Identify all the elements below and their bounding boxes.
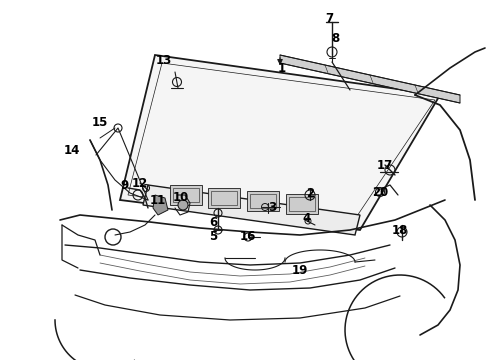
Text: 14: 14	[64, 144, 80, 157]
Text: 7: 7	[325, 12, 333, 24]
Text: 9: 9	[120, 179, 128, 192]
Text: 12: 12	[132, 176, 148, 189]
Bar	[247, 191, 279, 211]
Polygon shape	[120, 55, 440, 230]
Text: 17: 17	[377, 158, 393, 171]
Text: 13: 13	[156, 54, 172, 67]
Text: 8: 8	[331, 32, 339, 45]
Text: 20: 20	[372, 185, 388, 198]
Bar	[208, 188, 240, 208]
Polygon shape	[280, 55, 460, 103]
Text: 10: 10	[173, 190, 189, 203]
Bar	[289, 197, 315, 211]
Text: 11: 11	[150, 194, 166, 207]
Text: 15: 15	[92, 116, 108, 129]
Bar	[173, 188, 199, 202]
Text: 5: 5	[209, 230, 217, 243]
Bar	[170, 185, 202, 205]
Bar	[250, 194, 276, 208]
Text: 1: 1	[278, 62, 286, 75]
Polygon shape	[143, 185, 360, 235]
Text: 18: 18	[392, 224, 408, 237]
Circle shape	[178, 200, 188, 210]
Bar	[286, 194, 318, 214]
Text: 2: 2	[306, 186, 314, 199]
Text: 6: 6	[209, 216, 217, 229]
Text: 4: 4	[303, 212, 311, 225]
Text: 19: 19	[292, 264, 308, 276]
Bar	[211, 191, 237, 205]
Polygon shape	[153, 195, 168, 215]
Text: 16: 16	[240, 230, 256, 243]
Text: 3: 3	[268, 201, 276, 213]
